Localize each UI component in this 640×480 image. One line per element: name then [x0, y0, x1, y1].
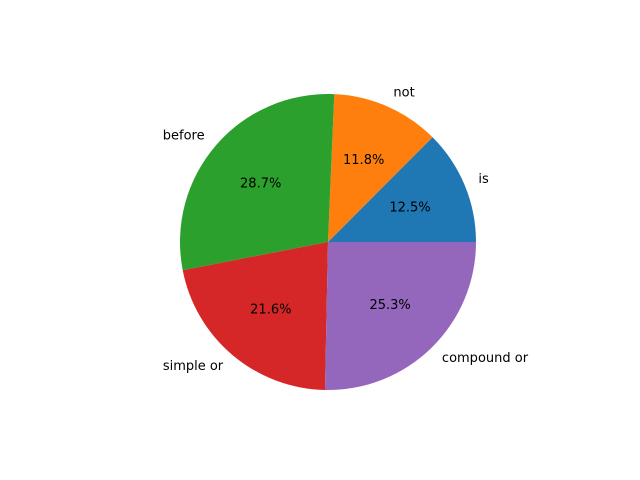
pie-slice-simple-or [182, 242, 328, 390]
pie-slice-before [180, 94, 335, 271]
slice-percent-before: 28.7% [240, 177, 281, 192]
slice-percent-is: 12.5% [389, 200, 430, 215]
slice-label-before: before [163, 128, 205, 143]
pie-slice-is [328, 137, 476, 242]
slice-label-is: is [478, 172, 489, 187]
pie-slice-not [328, 94, 433, 242]
slice-label-not: not [393, 85, 414, 100]
slice-percent-compound-or: 25.3% [369, 298, 410, 313]
slice-percent-not: 11.8% [343, 153, 384, 168]
slice-label-simple-or: simple or [163, 359, 224, 374]
pie-slice-compound-or [324, 242, 476, 390]
pie-slices [180, 94, 476, 390]
slice-label-compound-or: compound or [442, 351, 529, 366]
pie-labels: is 12.5% not 11.8% before 28.7% simple or 21.6%… [163, 85, 529, 374]
slice-percent-simple-or: 21.6% [250, 302, 291, 317]
